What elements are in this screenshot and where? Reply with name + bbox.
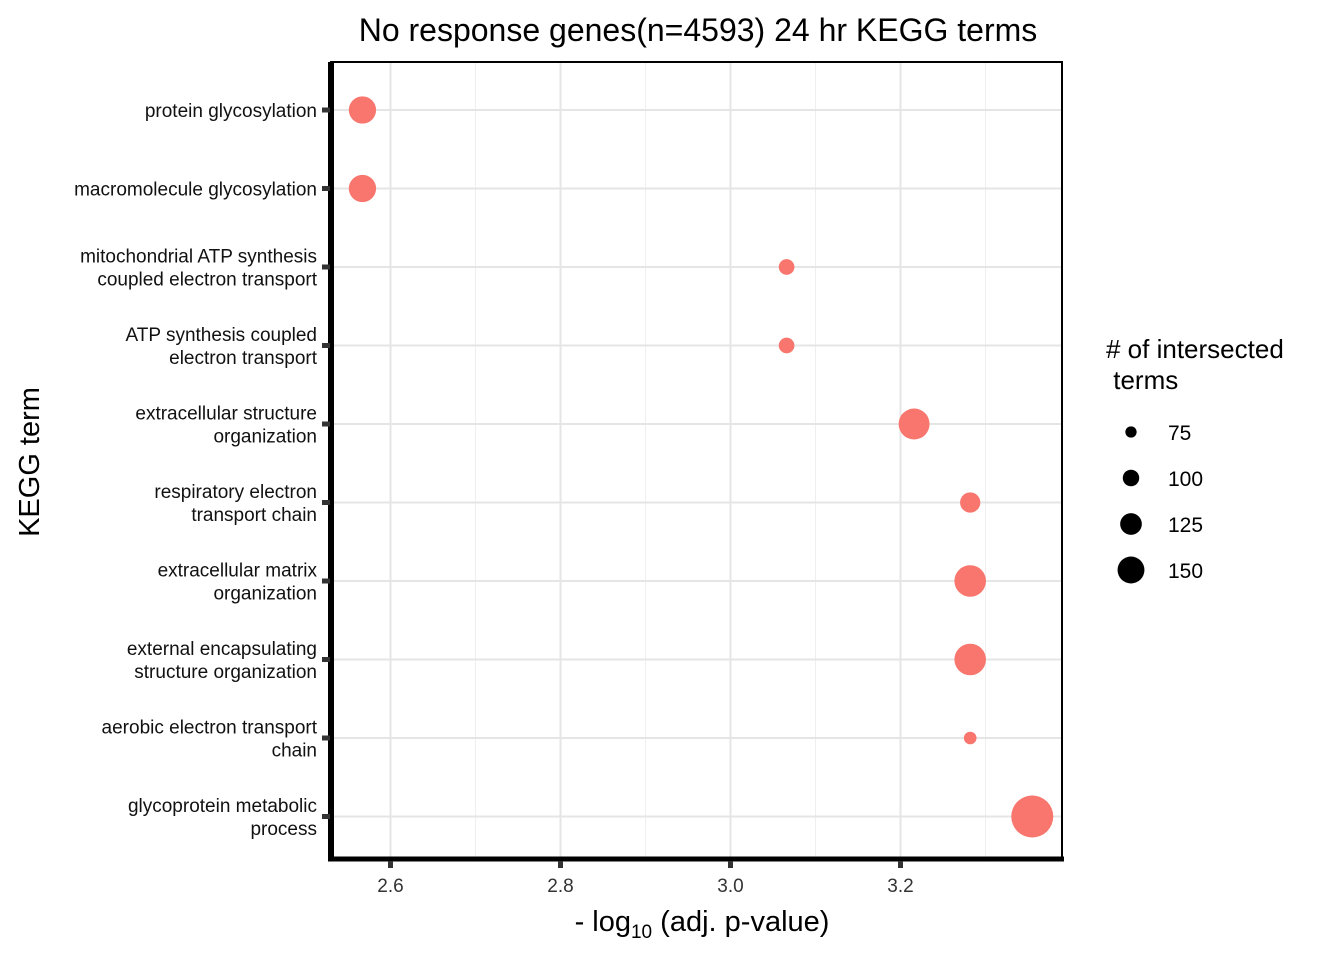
data-point [348, 174, 377, 203]
x-axis-title: - log10 (adj. p-value) [575, 906, 830, 943]
y-tick-label: ATP synthesis coupled electron transport [125, 325, 317, 369]
y-tick-label: mitochondrial ATP synthesis coupled elect… [80, 247, 318, 291]
data-point [954, 565, 986, 597]
legend-key-dot [1117, 556, 1145, 584]
legend-key-dot [1120, 513, 1142, 535]
y-axis-title: KEGG term [14, 387, 46, 537]
x-axis-ticks: 2.6 2.8 3.0 3.2 [377, 861, 914, 897]
x-tick-label: 3.0 [717, 876, 743, 897]
y-tick-label: respiratory electron transport chain [154, 482, 317, 526]
legend-title-line-2: terms [1106, 365, 1178, 395]
y-tick-label: external encapsulating structure organiza… [127, 639, 317, 683]
chart-title: No response genes(n=4593) 24 hr KEGG ter… [359, 12, 1038, 48]
data-point [1011, 795, 1054, 838]
legend-title: # of intersected terms [1106, 334, 1291, 395]
data-points [348, 96, 1054, 838]
legend-key-label: 75 [1168, 422, 1191, 445]
grid-lines [331, 62, 1062, 859]
y-tick-label: protein glycosylation [145, 101, 317, 122]
data-point [960, 492, 981, 513]
y-axis-ticks: protein glycosylation macromolecule glyco… [74, 101, 330, 840]
legend-key-dot [1122, 469, 1140, 487]
x-axis-title-subscript: 10 [631, 922, 652, 943]
x-tick-label: 3.2 [887, 876, 913, 897]
legend-key-label: 125 [1168, 514, 1203, 537]
y-tick-label: extracellular structure organization [135, 404, 317, 448]
data-point [898, 408, 930, 440]
data-point [954, 643, 986, 676]
x-tick-label: 2.6 [377, 876, 403, 897]
y-tick-label: macromolecule glycosylation [74, 180, 317, 201]
y-tick-label: extracellular matrix organization [158, 561, 318, 605]
y-tick-label: glycoprotein metabolic process [128, 796, 317, 840]
x-tick-label: 2.8 [547, 876, 573, 897]
legend-title-line-1: # of intersected [1106, 334, 1284, 364]
legend-key-dot [1125, 426, 1137, 438]
legend-key-label: 150 [1168, 560, 1203, 583]
legend-keys: 75 100 125 150 [1117, 422, 1203, 584]
data-point [348, 96, 377, 124]
data-point [778, 337, 795, 354]
y-tick-label: aerobic electron transport chain [102, 718, 318, 762]
data-point [963, 731, 977, 745]
data-point [778, 259, 795, 275]
legend-key-label: 100 [1168, 468, 1203, 491]
size-legend: # of intersected terms 75 100 125 150 [1106, 334, 1291, 584]
